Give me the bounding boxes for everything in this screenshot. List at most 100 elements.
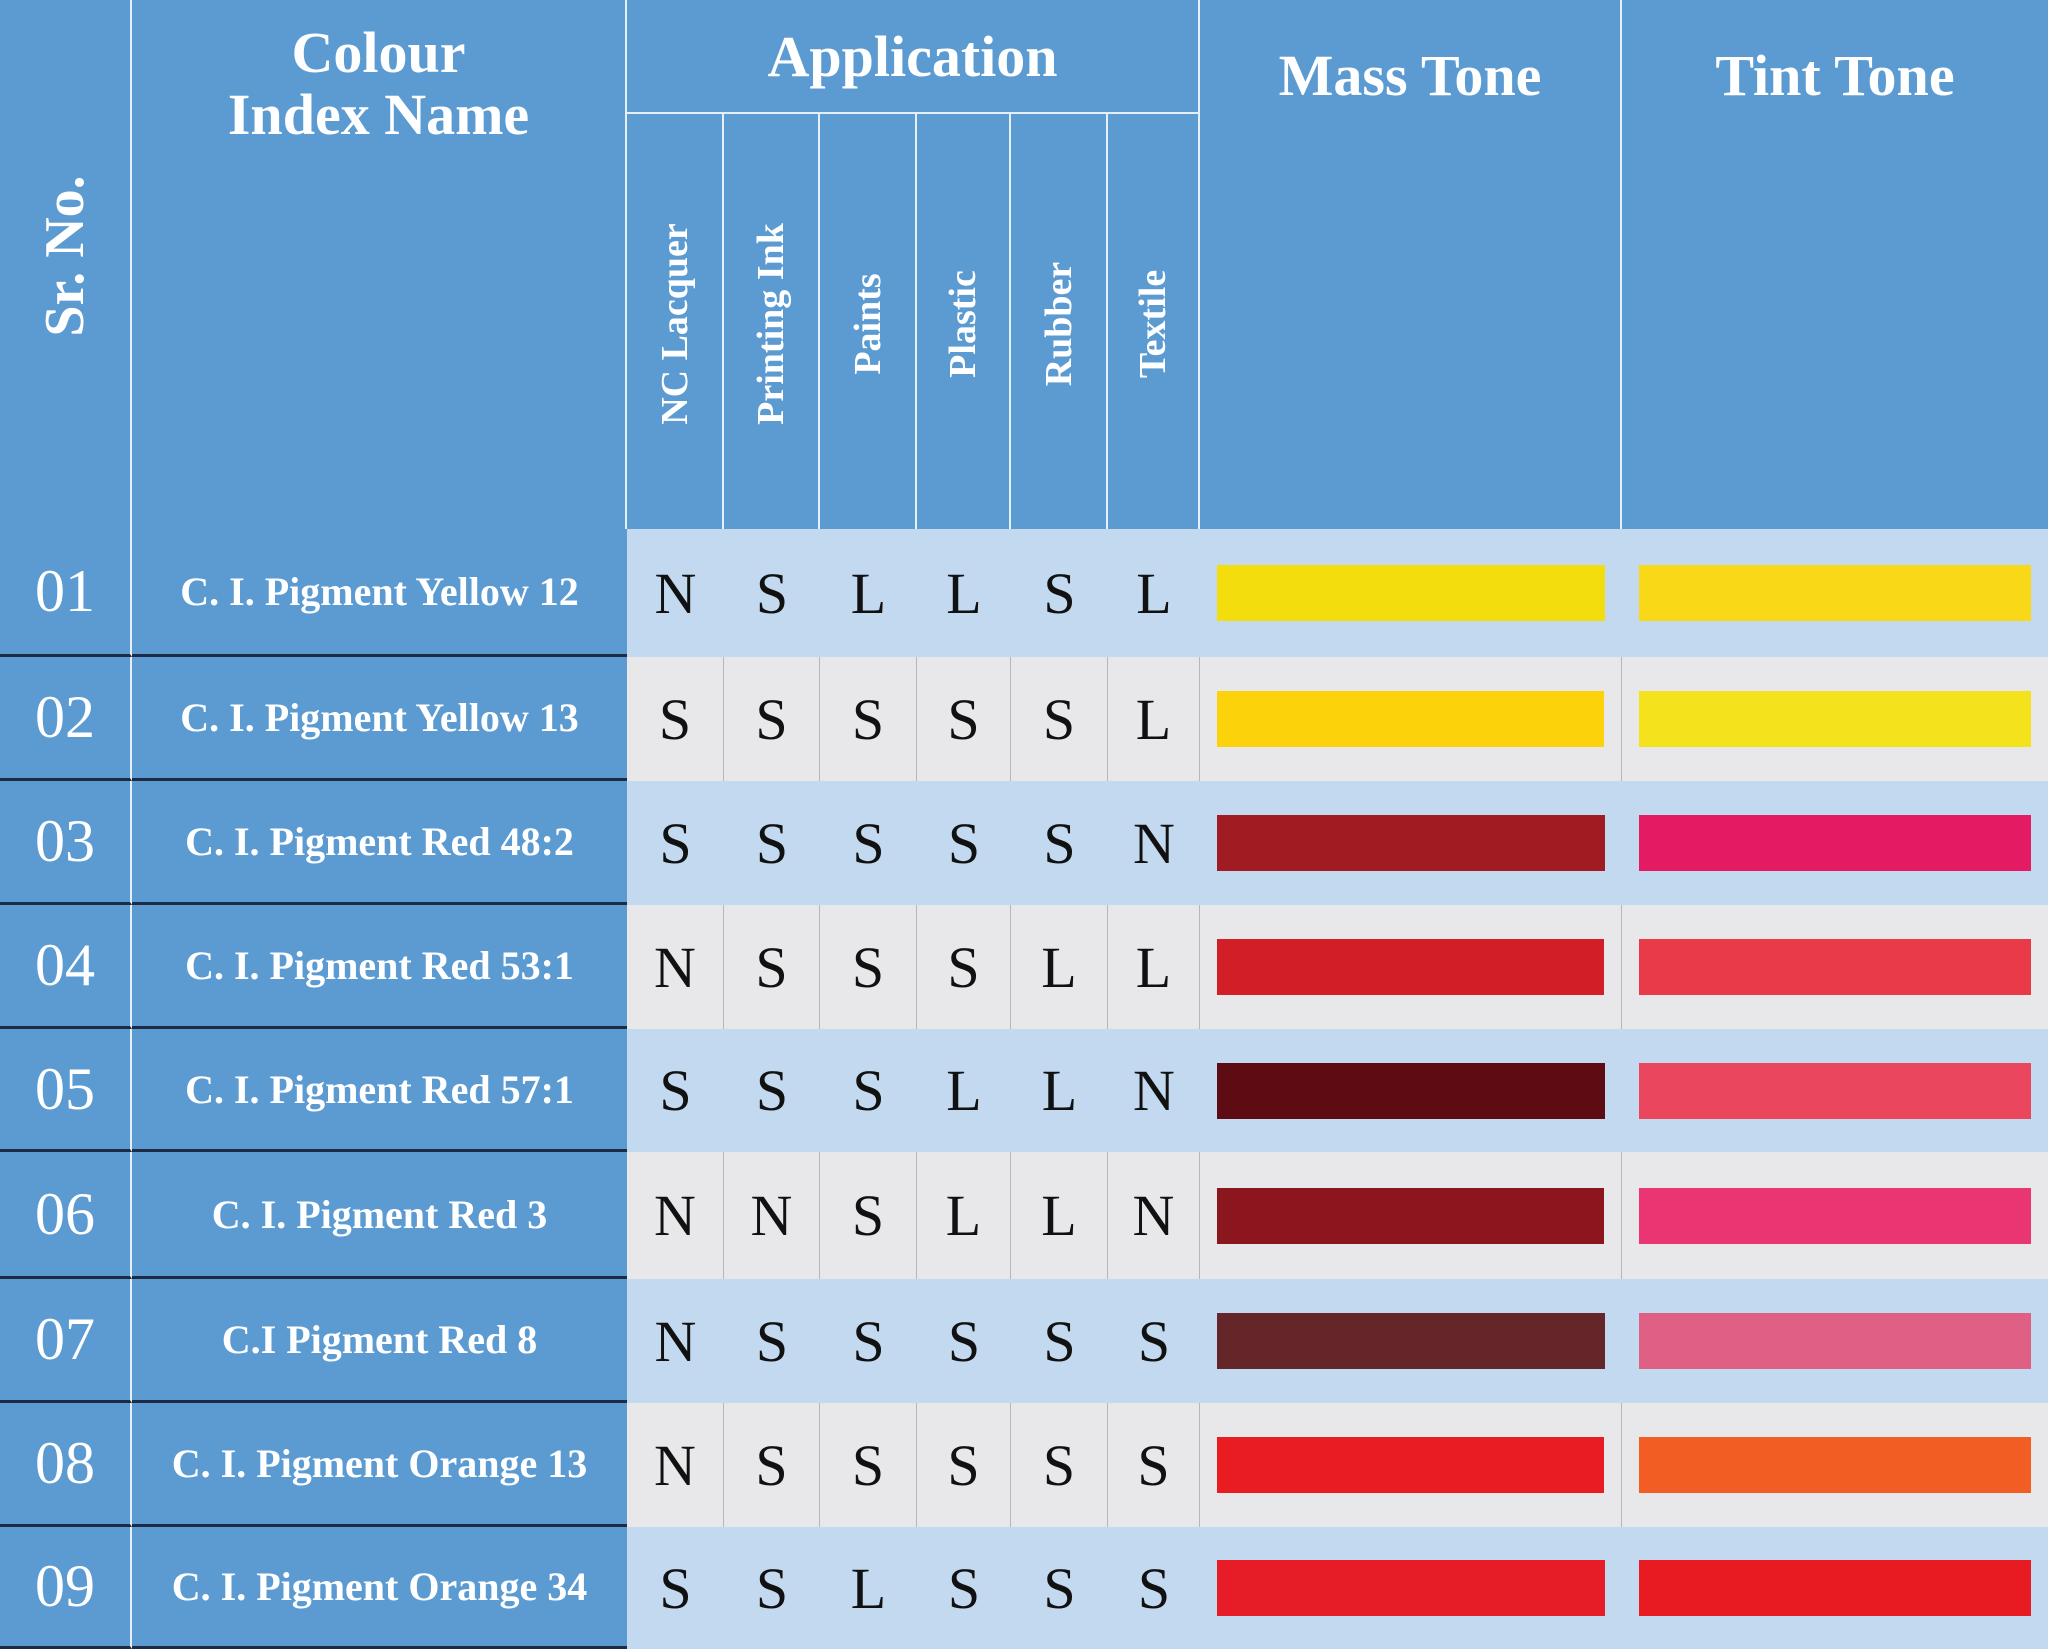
application-rating-cell: S — [1043, 1308, 1076, 1374]
application-rating-cell: N — [627, 1152, 724, 1279]
mass-tone-cell — [1200, 1029, 1622, 1152]
application-rating-cell: L — [1108, 905, 1200, 1029]
table-row: 09 C. I. Pigment Orange 34 S S L S S S — [0, 1527, 2048, 1649]
sr-no-cell: 05 — [0, 1029, 132, 1152]
tint-tone-swatch — [1639, 1437, 2031, 1493]
application-rating-cell: L — [946, 1058, 982, 1123]
tint-tone-cell — [1622, 1279, 2048, 1403]
header-application-printing-ink: Printing Ink — [724, 114, 820, 529]
header-application-rubber: Rubber — [1011, 114, 1108, 529]
tint-tone-cell — [1622, 1029, 2048, 1152]
colour-index-name-cell: C. I. Pigment Red 48:2 — [132, 781, 627, 905]
mass-tone-swatch — [1217, 565, 1605, 621]
application-rating-cell: S — [852, 1058, 885, 1123]
colour-index-name-cell: C. I. Pigment Orange 13 — [132, 1403, 627, 1527]
application-rating-cell: S — [917, 1403, 1011, 1527]
tint-tone-swatch — [1639, 1560, 2031, 1616]
mass-tone-cell — [1200, 657, 1622, 781]
application-rating-cell: L — [850, 1555, 887, 1621]
header-application-label: NC Lacquer — [653, 223, 696, 425]
application-rating-cell: S — [820, 657, 917, 781]
table-row: 03 C. I. Pigment Red 48:2 S S S S S N — [0, 781, 2048, 905]
application-rating-cell: N — [1133, 810, 1175, 876]
header-tint-tone: Tint Tone — [1622, 0, 2048, 529]
header-application-label: Rubber — [1037, 261, 1080, 387]
mass-tone-swatch — [1217, 1187, 1604, 1244]
application-rating-cell: S — [1043, 560, 1076, 626]
mass-tone-swatch — [1217, 815, 1605, 871]
sr-no-cell: 01 — [0, 529, 132, 657]
colour-index-name-cell: C. I. Pigment Red 57:1 — [132, 1029, 627, 1152]
application-rating-cell: S — [820, 1152, 917, 1279]
sr-no-cell: 04 — [0, 905, 132, 1029]
sr-no-cell: 02 — [0, 657, 132, 781]
table-row: 04 C. I. Pigment Red 53:1 N S S S L L — [0, 905, 2048, 1029]
application-rating-cell: S — [659, 810, 692, 876]
application-rating-cell: S — [1043, 810, 1076, 876]
mass-tone-cell — [1200, 1403, 1622, 1527]
application-rating-cell: S — [724, 905, 820, 1029]
mass-tone-swatch — [1217, 1560, 1605, 1616]
application-rating-cell: S — [852, 810, 885, 876]
tint-tone-swatch — [1639, 1313, 2031, 1369]
header-application: Application — [627, 0, 1200, 114]
application-rating-cell: S — [820, 1403, 917, 1527]
mass-tone-cell — [1200, 1527, 1622, 1649]
tint-tone-cell — [1622, 529, 2048, 657]
table-row: 01 C. I. Pigment Yellow 12 N S L L S L — [0, 529, 2048, 657]
sr-no-cell: 03 — [0, 781, 132, 905]
mass-tone-cell — [1200, 1279, 1622, 1403]
application-rating-cell: S — [1137, 1308, 1171, 1374]
application-rating-cell: N — [627, 905, 724, 1029]
application-rating-cell: S — [1011, 657, 1108, 781]
tint-tone-swatch — [1639, 691, 2031, 747]
application-rating-cell: L — [1011, 905, 1108, 1029]
tint-tone-cell — [1622, 905, 2048, 1029]
application-rating-cell: S — [947, 810, 981, 876]
tint-tone-cell — [1622, 1403, 2048, 1527]
sr-no-cell: 06 — [0, 1152, 132, 1279]
tint-tone-swatch — [1639, 815, 2031, 871]
application-rating-cell: S — [852, 1308, 885, 1374]
tint-tone-cell — [1622, 781, 2048, 905]
colour-index-name-cell: C. I. Pigment Red 53:1 — [132, 905, 627, 1029]
application-rating-cell: L — [946, 560, 982, 626]
tint-tone-swatch — [1639, 1062, 2031, 1119]
header-application-plastic: Plastic — [917, 114, 1011, 529]
application-rating-cell: S — [724, 657, 820, 781]
table-row: 05 C. I. Pigment Red 57:1 S S S L L N — [0, 1029, 2048, 1152]
sr-no-cell: 07 — [0, 1279, 132, 1403]
mass-tone-swatch — [1217, 1313, 1605, 1369]
application-rating-cell: S — [755, 1555, 789, 1621]
colour-index-name-cell: C. I. Pigment Yellow 13 — [132, 657, 627, 781]
application-rating-cell: S — [659, 1058, 692, 1123]
application-rating-cell: S — [755, 1058, 789, 1123]
application-rating-cell: S — [1108, 1403, 1200, 1527]
tint-tone-swatch — [1639, 939, 2031, 995]
header-sr-no: Sr. No. — [0, 0, 132, 529]
table-row: 08 C. I. Pigment Orange 13 N S S S S S — [0, 1403, 2048, 1527]
header-application-textile: Textile — [1108, 114, 1200, 529]
mass-tone-swatch — [1217, 691, 1604, 747]
application-rating-cell: L — [1041, 1058, 1078, 1123]
application-rating-cell: S — [1043, 1555, 1076, 1621]
application-rating-cell: S — [755, 560, 789, 626]
colour-index-name-cell: C. I. Pigment Orange 34 — [132, 1527, 627, 1649]
tint-tone-cell — [1622, 1152, 2048, 1279]
sr-no-cell: 08 — [0, 1403, 132, 1527]
application-rating-cell: S — [947, 1308, 981, 1374]
application-rating-cell: S — [1137, 1555, 1171, 1621]
header-colour-line1: Colour — [291, 20, 466, 85]
application-rating-cell: L — [1136, 560, 1172, 626]
application-rating-cell: L — [917, 1152, 1011, 1279]
application-rating-cell: S — [1011, 1403, 1108, 1527]
header-application-nc-lacquer: NC Lacquer — [627, 114, 724, 529]
application-rating-cell: N — [654, 560, 697, 626]
application-rating-cell: N — [1108, 1152, 1200, 1279]
mass-tone-cell — [1200, 1152, 1622, 1279]
colour-index-name-cell: C. I. Pigment Yellow 12 — [132, 529, 627, 657]
application-rating-cell: S — [820, 905, 917, 1029]
tint-tone-swatch — [1639, 565, 2031, 621]
